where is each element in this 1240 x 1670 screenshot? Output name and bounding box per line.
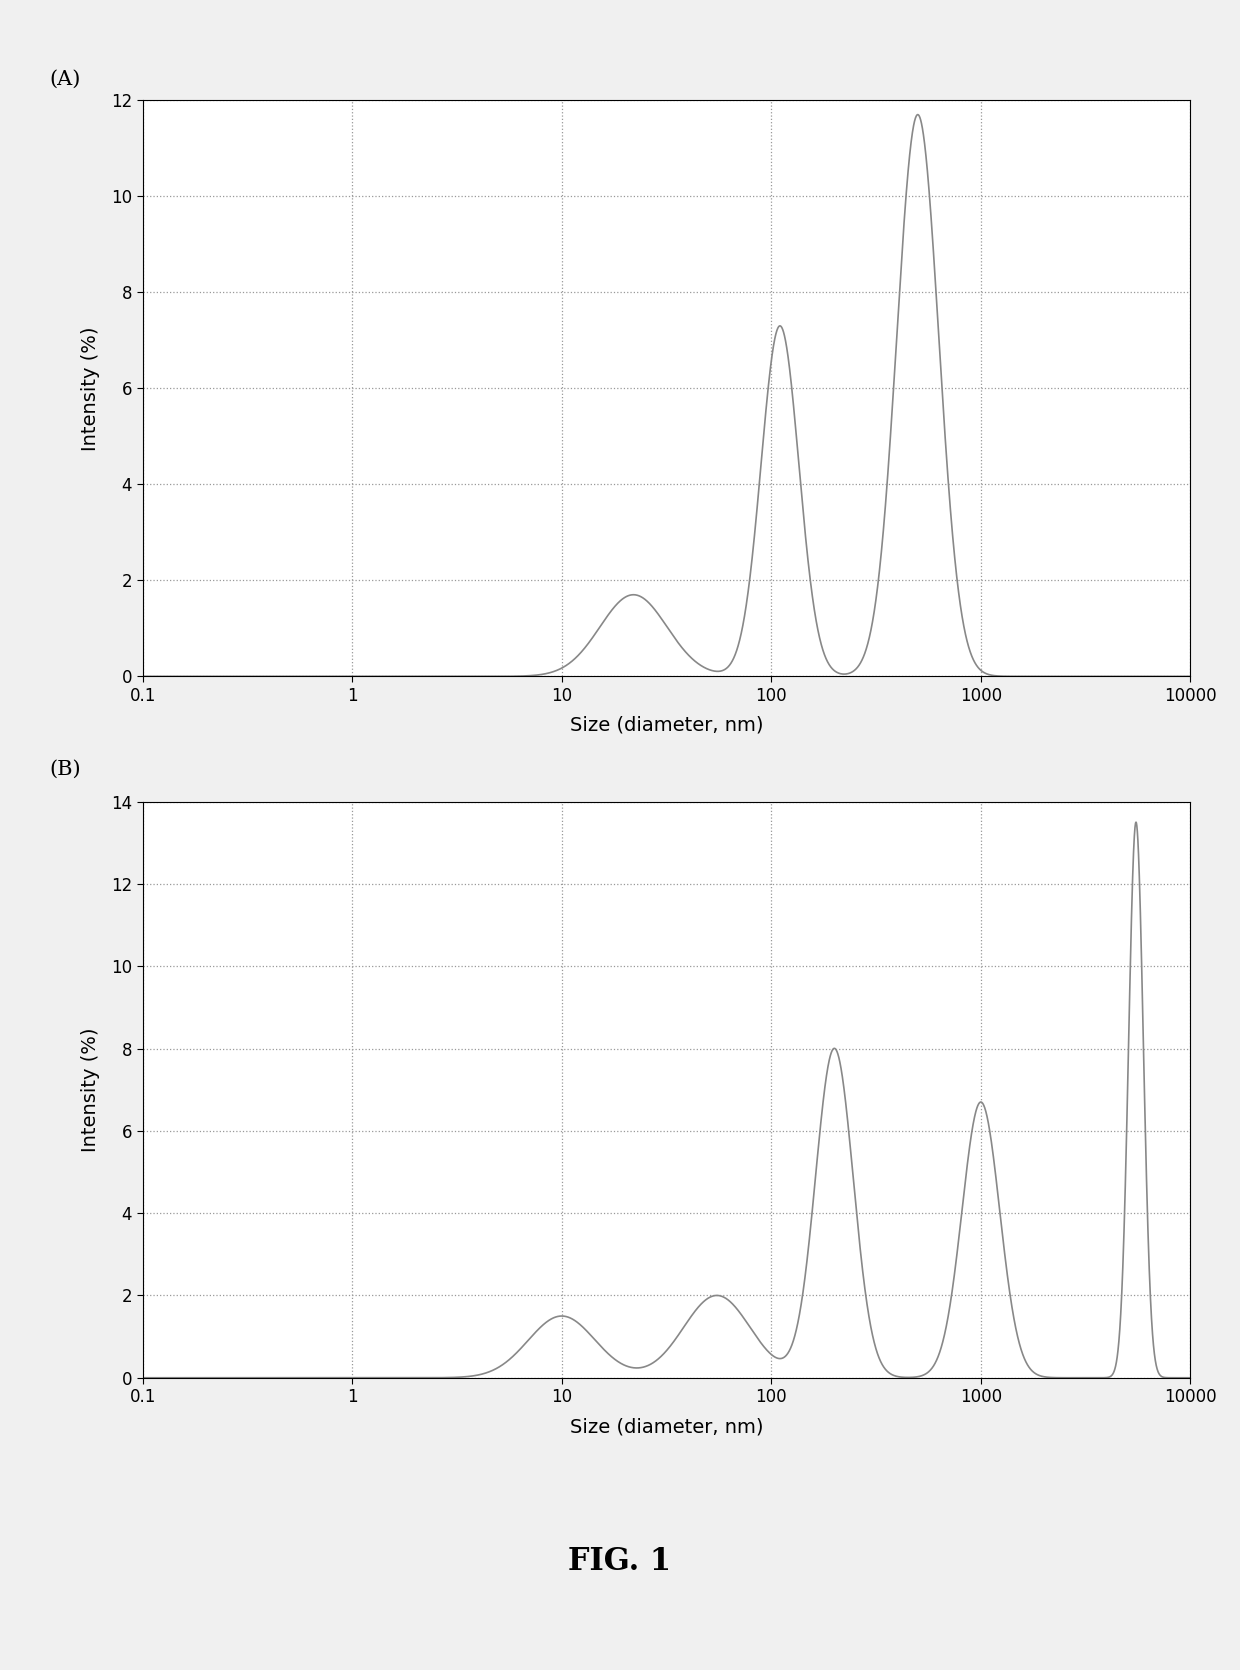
Text: FIG. 1: FIG. 1 [568, 1546, 672, 1576]
Text: (A): (A) [50, 70, 81, 89]
X-axis label: Size (diameter, nm): Size (diameter, nm) [569, 716, 764, 735]
X-axis label: Size (diameter, nm): Size (diameter, nm) [569, 1418, 764, 1436]
Y-axis label: Intensity (%): Intensity (%) [81, 326, 100, 451]
Y-axis label: Intensity (%): Intensity (%) [81, 1027, 100, 1152]
Text: (B): (B) [50, 760, 82, 778]
